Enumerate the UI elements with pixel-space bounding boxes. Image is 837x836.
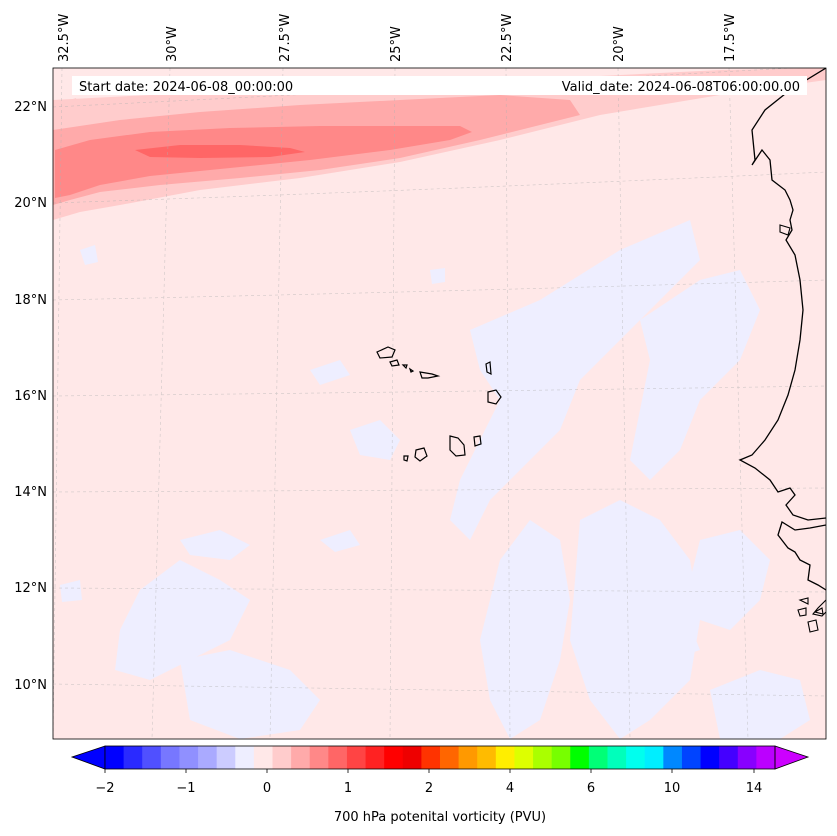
lat-label: 18°N [14,293,47,308]
colorbar-segment [477,746,497,769]
colorbar-tick-label: 2 [425,781,433,796]
colorbar: −2 −1 0 1 2 4 6 10 14 700 hPa potenital … [70,745,810,825]
colorbar-tick-labels: −2 −1 0 1 2 4 6 10 14 [95,781,762,796]
colorbar-segment [663,746,683,769]
cape-verde-islands [376,346,502,462]
negative-pv-areas [60,220,810,739]
pv-band-core [135,145,305,158]
start-date: Start date: 2024-06-08_00:00:00 [79,80,293,95]
valid-date: Valid_date: 2024-06-08T06:00:00.00 [562,80,800,95]
date-header-bar [72,76,807,95]
africa-coastline-south [777,521,826,591]
coast-inlet-north [779,224,791,236]
gridlines [53,68,826,739]
colorbar-tick-label: 4 [506,781,514,796]
colorbar-segment [458,746,478,769]
colorbar-segment [570,746,590,769]
pv-band [53,68,826,220]
colorbar-segment [105,746,125,769]
colorbar-segment [235,746,255,769]
pv-band-light-north [70,98,78,122]
colorbar-segment [142,746,162,769]
colorbar-segment [644,746,664,769]
colorbar-segment [588,746,608,769]
colorbar-ticks [104,769,755,773]
colorbar-segment [365,746,385,769]
colorbar-tick-label: 6 [587,781,595,796]
colorbar-segments [105,746,776,769]
colorbar-segment [384,746,404,769]
bijagos-islands [797,597,826,633]
africa-coastline [738,68,826,521]
lon-label: 30°W [165,26,180,62]
colorbar-segment [719,746,739,769]
lon-label: 17.5°W [723,14,738,62]
colorbar-segment [681,746,702,769]
colorbar-tick-label: 0 [263,781,271,796]
colorbar-segment [514,746,534,769]
colorbar-segment [179,746,199,769]
colorbar-max-extension [774,745,810,770]
colorbar-tick-label: 1 [344,781,352,796]
colorbar-segment [253,746,273,769]
lat-label: 20°N [14,196,47,211]
map-panel [53,68,826,739]
colorbar-tick-label: −2 [95,781,114,796]
colorbar-segment [216,746,236,769]
colorbar-segment [346,746,367,769]
colorbar-segment [700,746,720,769]
lat-label: 14°N [14,485,47,500]
colorbar-tick-label: 14 [746,781,763,796]
colorbar-segment [123,746,143,769]
colorbar-segment [421,746,441,769]
colorbar-min-extension [70,745,106,770]
lat-label: 10°N [14,678,47,693]
colorbar-segment [198,746,218,769]
lon-label: 20°W [612,26,627,62]
colorbar-segment [607,746,627,769]
colorbar-segment [737,746,757,769]
colorbar-segment [309,746,329,769]
colorbar-segment [160,746,180,769]
lon-label: 32.5°W [57,14,72,62]
colorbar-tick-label: −1 [176,781,195,796]
colorbar-segment [328,746,348,769]
lat-label: 22°N [14,100,47,115]
lon-label: 27.5°W [278,14,293,62]
lon-label: 22.5°W [500,14,515,62]
colorbar-segment [756,746,776,769]
colorbar-segment [440,746,460,769]
colorbar-segment [495,746,515,769]
colorbar-segment [626,746,646,769]
colorbar-tick-label: 10 [664,781,681,796]
colorbar-frame [104,745,776,770]
longitude-labels: 32.5°W 30°W 27.5°W 25°W 22.5°W 20°W 17.5… [57,14,738,62]
colorbar-segment [272,746,292,769]
colorbar-segment [291,746,311,769]
colorbar-segment [402,746,422,769]
colorbar-segment [533,746,553,769]
colorbar-segment [551,746,571,769]
colorbar-label: 700 hPa potenital vorticity (PVU) [334,810,546,825]
latitude-labels: 22°N 20°N 18°N 16°N 14°N 12°N 10°N [14,100,47,693]
pv-band-strong [55,126,472,198]
lon-label: 25°W [389,26,404,62]
lat-label: 16°N [14,389,47,404]
map-frame [52,67,827,740]
lat-label: 12°N [14,581,47,596]
